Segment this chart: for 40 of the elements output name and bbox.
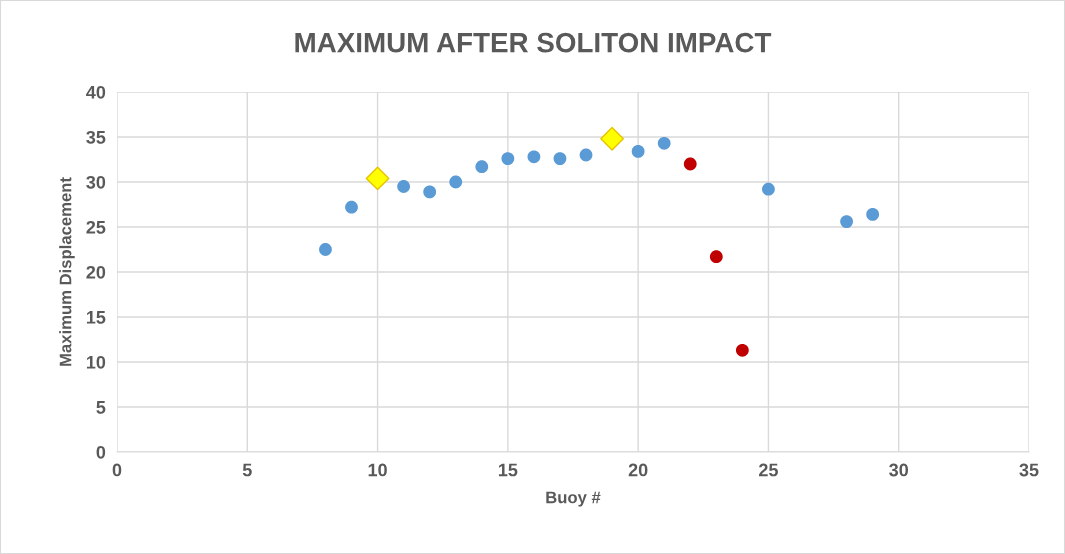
point — [631, 145, 645, 158]
y-tick-label: 30 — [86, 175, 106, 189]
point — [397, 180, 411, 193]
point — [709, 250, 723, 264]
y-tick-label: 40 — [86, 85, 106, 99]
point — [600, 126, 624, 151]
x-tick-label: 10 — [368, 463, 387, 477]
y-tick-label: 20 — [86, 265, 106, 279]
point — [683, 157, 697, 171]
point — [866, 208, 880, 221]
x-tick-label: 5 — [242, 463, 252, 477]
point — [345, 200, 358, 214]
point — [501, 152, 515, 165]
point — [527, 150, 541, 164]
x-tick-label: 25 — [759, 463, 778, 477]
x-tick-label: 20 — [628, 463, 648, 477]
point — [365, 166, 390, 191]
x-tick-label: 15 — [498, 463, 518, 477]
y-tick-label: 10 — [86, 355, 106, 369]
point — [423, 185, 437, 199]
x-tick-label: 35 — [1019, 463, 1039, 477]
point — [840, 215, 853, 228]
y-tick-label: 0 — [96, 445, 106, 459]
y-tick-label: 35 — [86, 130, 106, 144]
point — [553, 152, 567, 165]
x-tick-label: 0 — [112, 463, 122, 477]
x-axis-title: Buoy # — [546, 491, 601, 507]
chart-title: MAXIMUM AFTER SOLITON IMPACT — [295, 32, 772, 53]
y-tick-label: 15 — [86, 311, 106, 324]
point — [449, 175, 463, 189]
point — [657, 136, 671, 150]
x-tick-label: 30 — [889, 463, 909, 477]
y-tick-label: 5 — [96, 401, 106, 414]
point — [762, 182, 775, 196]
y-tick-label: 25 — [86, 220, 106, 234]
point — [735, 343, 749, 357]
point — [475, 160, 489, 174]
point — [319, 243, 332, 256]
point — [579, 148, 593, 162]
y-axis-title: Maximum Displacement — [59, 177, 75, 366]
